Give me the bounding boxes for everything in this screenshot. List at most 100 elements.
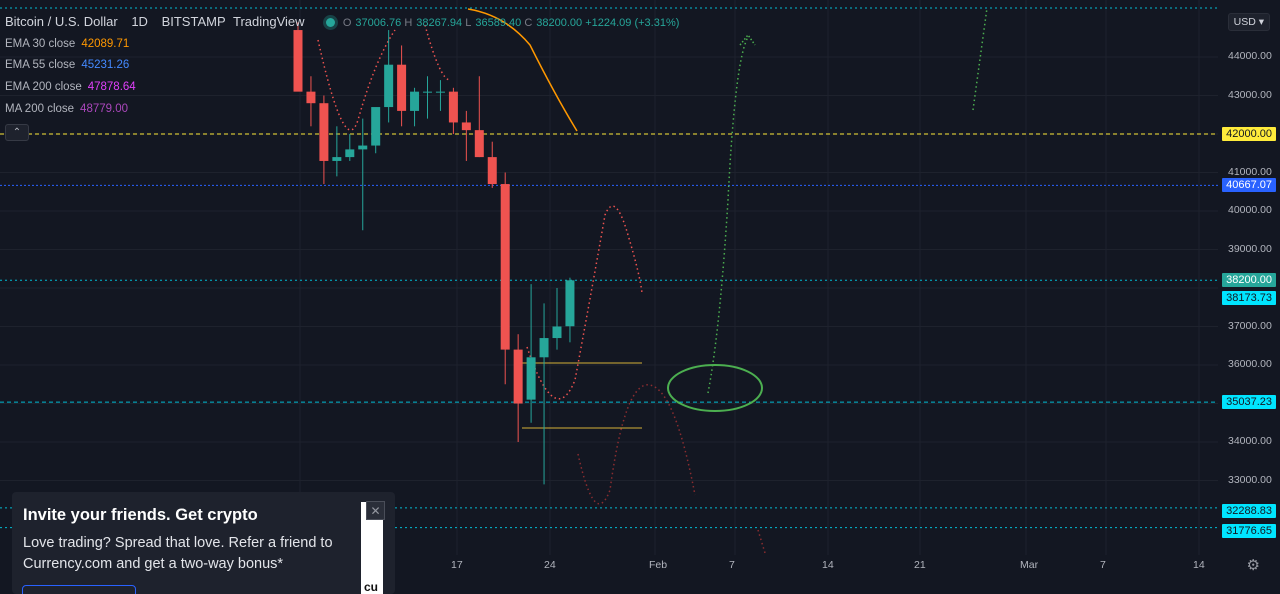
dark-red-dotted-tail bbox=[757, 529, 766, 554]
price-tag: 38173.73 bbox=[1222, 291, 1276, 305]
horizontal-levels bbox=[0, 7, 1218, 529]
candle-body bbox=[371, 107, 381, 146]
candle bbox=[293, 22, 303, 92]
candle-body bbox=[448, 91, 458, 123]
user-drawings bbox=[317, 7, 988, 554]
candle-body bbox=[565, 280, 575, 327]
candle-body bbox=[306, 91, 316, 104]
candle-body bbox=[384, 64, 394, 108]
price-tag: 40667.07 bbox=[1222, 178, 1276, 193]
candle bbox=[423, 76, 432, 119]
candle-body bbox=[345, 149, 355, 158]
candle-body bbox=[435, 91, 445, 93]
green-arrow-head bbox=[739, 33, 756, 46]
candle bbox=[384, 30, 394, 123]
chart-settings-gear-icon[interactable]: ⚙ bbox=[1246, 557, 1260, 574]
green-dotted-projection-2 bbox=[972, 7, 988, 111]
price-axis-label: 34000.00 bbox=[1228, 435, 1272, 447]
symbol-name: Bitcoin / U.S. Dollar bbox=[5, 14, 118, 29]
candle bbox=[410, 87, 420, 127]
candle-body bbox=[539, 338, 549, 358]
symbol-header[interactable]: Bitcoin / U.S. Dollar 1D BITSTAMP Tradin… bbox=[5, 14, 683, 29]
candle-body bbox=[410, 91, 420, 111]
time-axis-label: 7 bbox=[729, 559, 735, 571]
red-dotted-projection-1 bbox=[317, 29, 396, 131]
price-axis-label: 33000.00 bbox=[1228, 473, 1272, 486]
candle-body bbox=[332, 157, 342, 161]
source-label: TradingView bbox=[233, 14, 305, 29]
price-axis-label: 41000.00 bbox=[1228, 165, 1272, 178]
time-axis-label: 21 bbox=[914, 559, 926, 571]
candle bbox=[552, 288, 562, 350]
candle-body bbox=[358, 145, 368, 150]
currency-select[interactable]: USD ▾ bbox=[1227, 13, 1270, 31]
price-tag: 38200.00 bbox=[1222, 273, 1276, 288]
ohlc-readout: O 37006.76 H 38267.94 L 36589.40 C 38200.00 … bbox=[342, 17, 680, 29]
candle bbox=[500, 172, 510, 385]
exchange-label: BITSTAMP bbox=[161, 14, 226, 29]
candles bbox=[293, 22, 575, 485]
candle bbox=[306, 76, 316, 127]
market-status-icon bbox=[326, 18, 336, 28]
time-axis-label: Feb bbox=[649, 559, 668, 571]
interval-label: 1D bbox=[131, 14, 148, 29]
green-dotted-projection bbox=[707, 36, 749, 394]
candle bbox=[448, 87, 458, 134]
indicator-ema55[interactable]: EMA 55 close 45231.26 bbox=[5, 59, 130, 71]
price-tag: 42000.00 bbox=[1222, 127, 1276, 141]
candle-body bbox=[474, 130, 484, 158]
price-axis-label: 39000.00 bbox=[1228, 242, 1272, 255]
candle-body bbox=[552, 326, 562, 339]
candle bbox=[332, 126, 342, 177]
time-axis-label: 14 bbox=[822, 559, 834, 571]
time-axis-label: 14 bbox=[1193, 559, 1205, 571]
indicator-ma200[interactable]: MA 200 close 48779.00 bbox=[5, 103, 129, 115]
candle bbox=[319, 95, 329, 185]
candle bbox=[397, 45, 407, 127]
candle bbox=[435, 80, 445, 111]
candle bbox=[539, 303, 549, 485]
collapse-legend-button[interactable]: ⌃ bbox=[5, 124, 29, 141]
price-axis-label: 43000.00 bbox=[1228, 88, 1272, 101]
candle-body bbox=[319, 103, 329, 161]
candle bbox=[513, 334, 523, 442]
popup-body: Love trading? Spread that love. Refer a … bbox=[23, 535, 333, 572]
candle bbox=[474, 76, 484, 158]
popup-title: Invite your friends. Get crypto bbox=[23, 506, 258, 524]
candle-body bbox=[461, 122, 471, 131]
time-axis-label: 17 bbox=[451, 559, 463, 571]
popup-image: cu bbox=[361, 502, 383, 594]
price-axis-label: 37000.00 bbox=[1228, 319, 1272, 332]
popup-close-icon[interactable]: ✕ bbox=[366, 501, 385, 520]
price-tag: 31776.65 bbox=[1222, 524, 1276, 538]
price-axis-label: 40000.00 bbox=[1228, 204, 1272, 216]
candle bbox=[487, 141, 497, 188]
candle-body bbox=[500, 184, 510, 350]
price-axis-label: 44000.00 bbox=[1228, 50, 1272, 62]
candle-body bbox=[487, 157, 497, 185]
candle bbox=[461, 110, 471, 161]
price-axis-label: 36000.00 bbox=[1228, 358, 1272, 370]
candle-body bbox=[423, 91, 432, 93]
candle-body bbox=[513, 349, 523, 404]
popup-action-button[interactable] bbox=[22, 585, 136, 594]
candle bbox=[371, 107, 381, 154]
time-axis-label: 24 bbox=[544, 559, 556, 571]
chart-grid bbox=[0, 0, 1218, 555]
candle bbox=[526, 284, 536, 423]
ema30-line bbox=[467, 8, 578, 132]
candle bbox=[345, 134, 355, 161]
candle bbox=[358, 118, 368, 231]
candle bbox=[565, 277, 575, 343]
referral-popup: Invite your friends. Get crypto Love tra… bbox=[12, 492, 395, 594]
indicator-ema200[interactable]: EMA 200 close 47878.64 bbox=[5, 81, 136, 93]
indicator-ema30[interactable]: EMA 30 close 42089.71 bbox=[5, 38, 130, 50]
price-tag: 35037.23 bbox=[1222, 395, 1276, 410]
time-axis-label: 7 bbox=[1100, 559, 1106, 571]
red-dotted-projection-2 bbox=[424, 24, 451, 81]
green-ellipse bbox=[667, 364, 763, 412]
candle-body bbox=[397, 64, 407, 111]
candle-body bbox=[293, 30, 303, 92]
time-axis-label: Mar bbox=[1020, 559, 1039, 571]
